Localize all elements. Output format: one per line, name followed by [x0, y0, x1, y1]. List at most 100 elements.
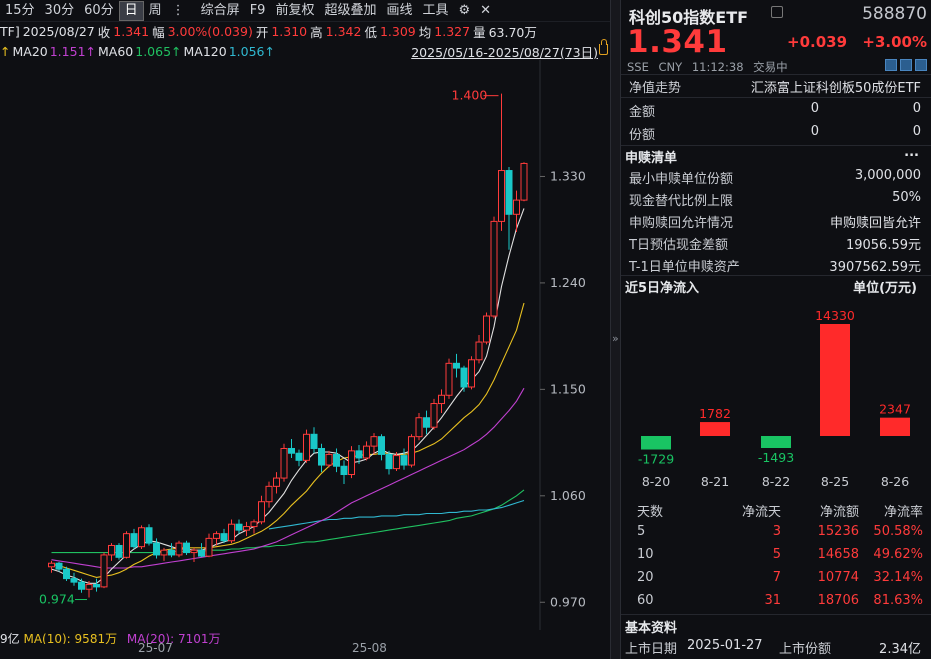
- tool-f9[interactable]: F9: [249, 2, 266, 18]
- amount-value: 0: [912, 101, 921, 116]
- ma20-label: MA20: [12, 43, 48, 59]
- candle-body: [228, 523, 235, 542]
- info-date: 2025/08/27: [22, 24, 95, 39]
- flow-date-label: 8-21: [701, 474, 729, 489]
- gear-icon[interactable]: ⚙: [458, 2, 471, 18]
- candle-body: [318, 447, 325, 466]
- candle-body: [250, 521, 258, 528]
- redeem-value: 3907562.59元: [829, 260, 921, 275]
- cell-days: 5: [637, 524, 646, 539]
- dots-vertical-icon[interactable]: ⋮: [171, 2, 185, 18]
- period-week[interactable]: 周: [148, 2, 162, 18]
- flow-value-label: 1782: [699, 406, 731, 421]
- candle-body: [258, 501, 265, 523]
- header-net-rate: 净流率: [883, 505, 923, 520]
- candlestick-chart[interactable]: 1.330 1.240 1.150 1.060 0.970 1.400 0.974: [0, 60, 610, 630]
- caret-down-icon[interactable]: [771, 6, 783, 18]
- period-day[interactable]: 日: [118, 0, 144, 21]
- x-label-aug: 25-08: [352, 641, 387, 655]
- redeem-more-button[interactable]: ...: [904, 145, 919, 160]
- cell-net-days: 31: [764, 593, 781, 608]
- flow-bar: [761, 436, 791, 448]
- list-date-value: 2025-01-27: [687, 638, 763, 653]
- flow-date-label: 8-25: [821, 474, 849, 489]
- flow-table: 天数 净流天 净流额 净流率 5 3 15236 50.58% 10 5 146…: [621, 498, 931, 613]
- date-range-selector[interactable]: 2025/05/16-2025/08/27(73日): [411, 45, 598, 60]
- tool-super-overlay[interactable]: 超级叠加: [324, 2, 377, 18]
- edit-icon[interactable]: [885, 59, 897, 71]
- candle-body: [273, 477, 280, 487]
- flow-bar: [880, 417, 910, 436]
- y-tick-label: 1.240: [550, 275, 586, 290]
- nav-label: 净值走势: [629, 81, 682, 96]
- divider-line: [621, 145, 931, 146]
- flow-table-header: 天数 净流天 净流额 净流率: [621, 498, 931, 521]
- cell-net-amount: 15236: [817, 524, 859, 539]
- security-name[interactable]: 科创50指数ETF: [629, 8, 749, 27]
- export-icon[interactable]: [915, 59, 927, 71]
- tool-draw-line[interactable]: 画线: [386, 2, 413, 18]
- flow-date-label: 8-20: [642, 474, 670, 489]
- candle-body: [138, 527, 145, 548]
- quote-time: 11:12:38: [691, 60, 744, 74]
- tool-forward-adjust[interactable]: 前复权: [275, 2, 315, 18]
- candle-body: [505, 170, 513, 215]
- table-row: 20 7 10774 32.14%: [621, 567, 931, 590]
- ma120-value: 1.056↑: [228, 43, 275, 59]
- quote-meta: SSE CNY 11:12:38 交易中: [627, 59, 794, 75]
- vol-ma10-label: MA(10):: [23, 632, 71, 644]
- trade-status: 交易中: [753, 60, 788, 74]
- panel-divider[interactable]: »: [610, 0, 621, 659]
- redeem-label: T-1日单位申赎资产: [629, 260, 740, 275]
- redeem-title: 申赎清单: [625, 151, 678, 166]
- low-price-label: 0.974: [39, 592, 75, 607]
- ma-legend-row: ↑ MA20 1.151↑ MA60 1.065↑ MA120 1.056↑: [0, 41, 610, 61]
- period-60min[interactable]: 60分: [84, 2, 114, 18]
- listed-shares-value: 2.34亿: [879, 642, 921, 657]
- double-chevron-right-icon[interactable]: »: [612, 332, 619, 345]
- y-tick-label: 1.060: [550, 488, 586, 503]
- candle-body: [70, 578, 78, 583]
- candle-body: [100, 554, 108, 588]
- candle-body: [513, 199, 520, 215]
- redeem-row: 现金替代比例上限 50%: [621, 188, 931, 210]
- ma60-line: [51, 489, 525, 554]
- period-30min[interactable]: 30分: [44, 2, 75, 18]
- grid-icon[interactable]: [900, 59, 912, 71]
- cell-net-amount: 18706: [817, 593, 859, 608]
- ma60-label: MA60: [98, 43, 134, 59]
- listed-shares-label: 上市份额: [779, 642, 832, 657]
- price-change: +0.039: [787, 33, 848, 51]
- flow-date-label: 8-22: [762, 474, 790, 489]
- flow-title: 近5日净流入: [625, 281, 700, 296]
- cell-net-days: 5: [772, 547, 781, 562]
- nav-row[interactable]: 净值走势 汇添富上证科创板50成份ETF: [621, 75, 931, 97]
- cell-net-days: 3: [772, 524, 781, 539]
- cell-net-rate: 49.62%: [873, 547, 923, 562]
- ma120-line: [268, 499, 525, 530]
- candle-body: [393, 455, 400, 470]
- candle-body: [93, 584, 100, 588]
- cell-days: 10: [637, 547, 654, 562]
- candle-body: [400, 455, 408, 466]
- lock-icon[interactable]: [599, 39, 608, 55]
- candle-body: [55, 562, 63, 570]
- cell-net-days: 7: [772, 570, 781, 585]
- tool-tools[interactable]: 工具: [422, 2, 449, 18]
- candle-body: [198, 549, 205, 557]
- divider-line: [621, 97, 931, 98]
- period-15min[interactable]: 15分: [5, 2, 35, 18]
- shares-value: 0: [912, 124, 921, 139]
- flow-bar: [700, 422, 730, 436]
- flow-value-label: -1493: [758, 450, 794, 465]
- close-icon[interactable]: ✕: [480, 2, 492, 18]
- header-net-days: 净流天: [741, 505, 781, 520]
- candle-body: [265, 485, 273, 503]
- ma20-value: 1.151↑: [49, 43, 96, 59]
- high-value: 1.342: [325, 24, 362, 39]
- header-net-amount: 净流额: [819, 505, 859, 520]
- tool-overview[interactable]: 综合屏: [200, 2, 240, 18]
- candle-body: [363, 445, 370, 459]
- candle-body: [48, 562, 55, 568]
